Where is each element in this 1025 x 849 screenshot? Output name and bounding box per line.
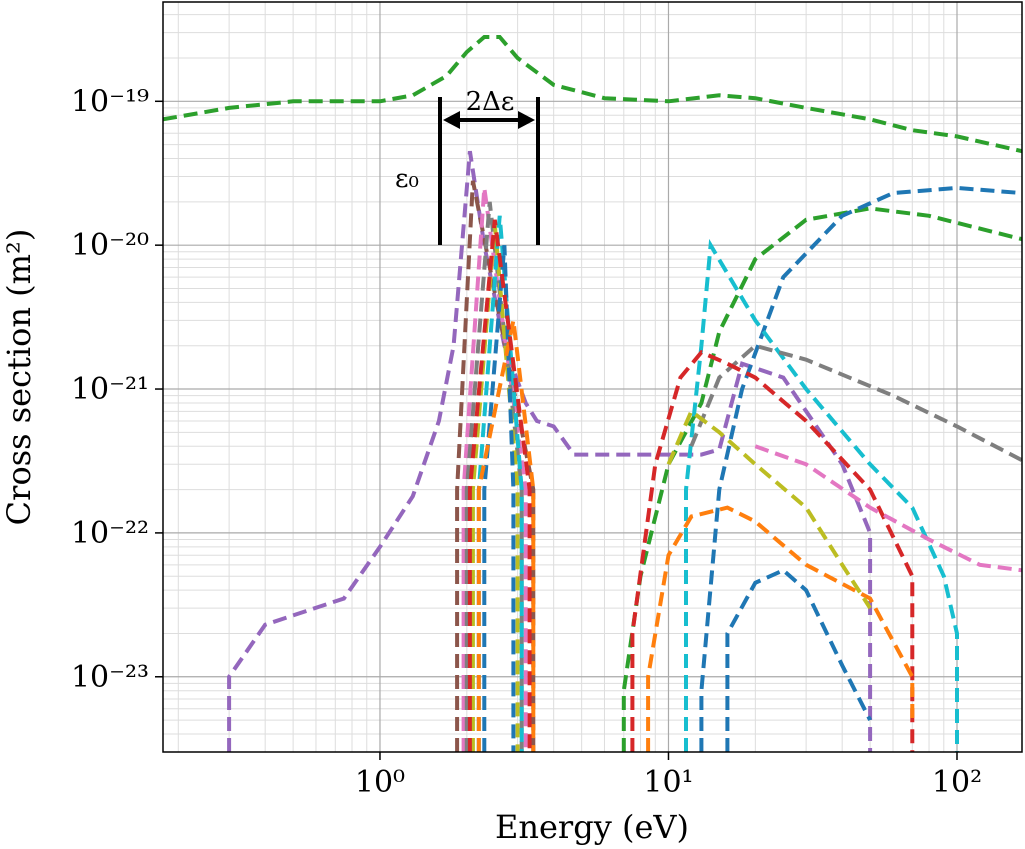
series-line — [461, 187, 528, 752]
x-axis-label: Energy (eV) — [495, 808, 689, 846]
y-tick-label: 10⁻²² — [71, 516, 149, 551]
series-line — [482, 245, 516, 752]
series-line — [163, 35, 1022, 154]
annotation: 2Δε ε₀ — [395, 87, 540, 245]
series-line — [621, 206, 1022, 752]
series-line — [689, 343, 1022, 462]
y-tick-label: 10⁻²⁰ — [71, 228, 149, 263]
series-line — [455, 180, 536, 752]
series-line — [467, 219, 532, 752]
series-line — [476, 319, 536, 752]
series-line — [630, 349, 915, 752]
series-line — [646, 505, 915, 752]
x-tick-label: 10² — [932, 765, 982, 800]
series-line — [666, 408, 872, 610]
x-tick-label: 10¹ — [643, 765, 693, 800]
series-line — [464, 201, 524, 752]
annotation-text: ε₀ — [395, 164, 419, 194]
series-line — [684, 238, 959, 752]
y-tick-label: 10⁻¹⁹ — [71, 84, 149, 119]
series-line — [227, 150, 873, 752]
grid — [163, 2, 1022, 752]
series-line — [699, 185, 1022, 752]
series-line — [725, 567, 872, 752]
series-line — [754, 444, 1022, 573]
annotation-text: 2Δε — [466, 87, 515, 117]
y-axis-label: Cross section (m²) — [0, 229, 38, 526]
y-tick-label: 10⁻²³ — [71, 660, 149, 695]
y-tick-label: 10⁻²¹ — [71, 372, 149, 407]
plot-lines — [163, 35, 1022, 752]
plot-frame — [162, 1, 1023, 753]
x-tick-label: 10⁰ — [355, 765, 405, 800]
